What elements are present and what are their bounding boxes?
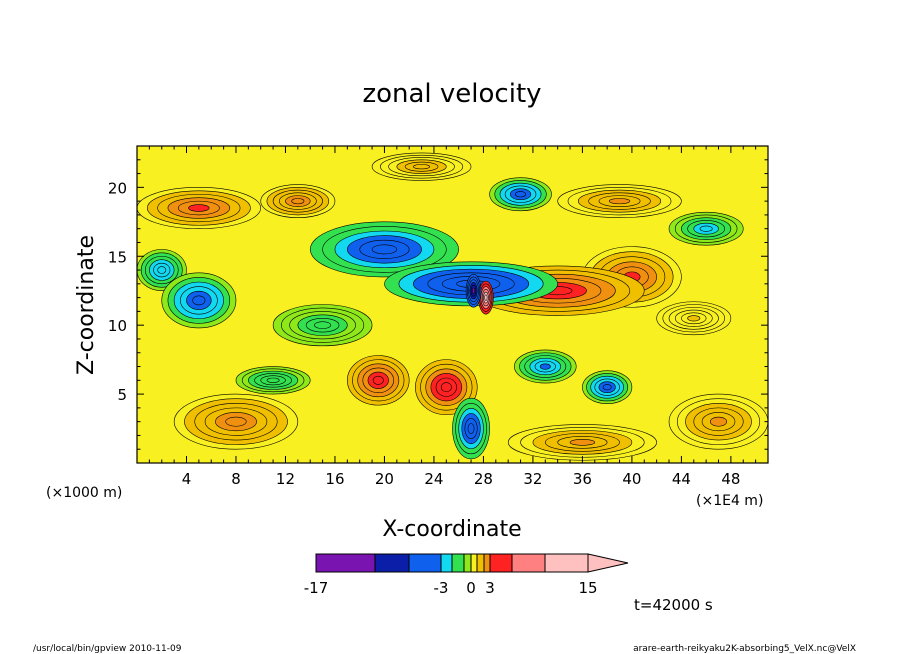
heatmap-cell	[709, 416, 728, 427]
x-tick-label: 32	[523, 470, 542, 488]
colorbar-segment	[315, 553, 376, 573]
x-tick-label: 28	[474, 470, 493, 488]
heatmap-cell	[539, 363, 551, 370]
footer-file: arare-earth-reikyaku2K-absorbing5_VelX.n…	[633, 644, 856, 654]
heatmap-cell	[467, 423, 475, 434]
x-tick-label: 40	[622, 470, 641, 488]
x-tick-label: 36	[573, 470, 592, 488]
y-tick-label: 5	[117, 386, 127, 404]
heatmap-cell	[484, 294, 488, 301]
colorbar-label: 0	[466, 579, 476, 597]
colorbar-segment	[483, 553, 491, 573]
colorbar-label: 3	[485, 579, 495, 597]
heatmap-cell	[291, 198, 305, 205]
heatmap-cell	[569, 439, 596, 446]
colorbar-segment	[511, 553, 546, 573]
colorbar-label: -17	[304, 579, 329, 597]
x-tick-label: 44	[672, 470, 691, 488]
colorbar: -17 -3 0 3 15	[304, 553, 629, 597]
heatmap-cell	[188, 204, 210, 212]
heatmap-cell	[371, 244, 398, 255]
colorbar-segment	[470, 553, 478, 573]
x-tick-label: 16	[325, 470, 344, 488]
x-tick-label: 24	[424, 470, 443, 488]
heatmap-cell	[471, 287, 476, 294]
heatmap-cell	[687, 315, 701, 322]
y-tick-label: 20	[108, 179, 127, 197]
heatmap-cell	[266, 377, 280, 383]
heatmap-cell	[314, 321, 332, 329]
x-axis-label: X-coordinate	[382, 517, 521, 542]
y-tick-label: 15	[108, 248, 127, 266]
colorbar-segment	[544, 553, 589, 573]
heatmap-field	[137, 146, 768, 463]
heatmap-cell	[372, 375, 384, 385]
x-units-right: (×1E4 m)	[696, 493, 763, 509]
heatmap-cell	[157, 266, 167, 274]
heatmap-cell	[515, 191, 527, 198]
colorbar-segment	[476, 553, 485, 573]
heatmap-cell	[440, 382, 452, 393]
colorbar-segment	[374, 553, 410, 573]
footer-path: /usr/local/bin/gpview 2010-11-09	[33, 644, 182, 654]
colorbar-segment	[440, 553, 453, 573]
x-units-left: (×1000 m)	[46, 485, 122, 501]
x-tick-label: 12	[276, 470, 295, 488]
chart-title: zonal velocity	[362, 79, 541, 109]
heatmap-cell	[225, 416, 247, 427]
y-tick-label: 10	[108, 317, 127, 335]
x-tick-label: 8	[231, 470, 241, 488]
colorbar-segment	[451, 553, 465, 573]
heatmap-cell	[608, 198, 631, 205]
colorbar-segment	[489, 553, 513, 573]
colorbar-label: -3	[434, 579, 449, 597]
colorbar-segment	[408, 553, 442, 573]
heatmap-cell	[602, 384, 612, 391]
x-tick-label: 4	[182, 470, 192, 488]
colorbar-segment	[463, 553, 472, 573]
colorbar-extend-arrow	[587, 553, 629, 573]
heatmap-cell	[192, 295, 206, 306]
x-tick-label: 20	[375, 470, 394, 488]
colorbar-label: 15	[578, 579, 597, 597]
time-annotation: t=42000 s	[634, 596, 713, 614]
y-axis-label: Z-coordinate	[74, 235, 99, 375]
heatmap-cell	[699, 225, 713, 232]
plot-frame	[136, 145, 769, 464]
x-tick-label: 48	[721, 470, 740, 488]
heatmap-cell	[413, 164, 431, 170]
